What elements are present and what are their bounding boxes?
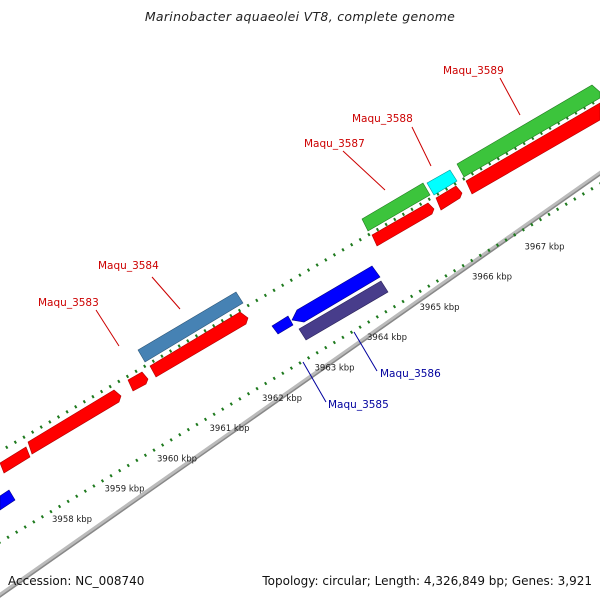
scale-label: 3964 kbp [367, 333, 407, 343]
gene-feature-cyan[interactable] [426, 169, 458, 196]
topology-footer: Topology: circular; Length: 4,326,849 bp… [262, 574, 592, 588]
gene-label[interactable]: Maqu_3588 [352, 113, 413, 125]
accession-label: Accession: [8, 574, 72, 588]
scale-label: 3961 kbp [210, 424, 250, 434]
scale-label: 3967 kbp [525, 242, 565, 252]
scale-label: 3960 kbp [157, 454, 197, 464]
gene-label[interactable]: Maqu_3585 [328, 399, 389, 411]
accession-value: NC_008740 [75, 574, 145, 588]
label-leaders [95, 77, 521, 403]
gene-feature-red[interactable] [149, 311, 249, 378]
gene-label[interactable]: Maqu_3584 [98, 260, 159, 272]
gene-feature-blue[interactable] [271, 315, 294, 335]
scale-label: 3959 kbp [105, 485, 145, 495]
gene-label[interactable]: Maqu_3589 [443, 65, 504, 77]
gene-feature-slate[interactable] [298, 280, 389, 341]
gene-feature-blue[interactable] [0, 489, 16, 511]
gene-feature-red[interactable] [371, 202, 435, 247]
inner-tick-ring [0, 182, 600, 544]
gene-feature-steel[interactable] [137, 291, 244, 363]
features [0, 84, 600, 511]
gene-label[interactable]: Maqu_3586 [380, 368, 441, 380]
gene-label[interactable]: Maqu_3587 [304, 138, 365, 150]
scale-label: 3965 kbp [420, 303, 460, 313]
outer-tick-ring [0, 97, 600, 453]
gene-feature-green[interactable] [361, 182, 431, 232]
accession-footer: Accession: NC_008740 [8, 574, 144, 588]
gene-feature-red[interactable] [465, 102, 600, 195]
gene-labels: Maqu_3583 Maqu_3584 Maqu_3585 Maqu_3586 … [38, 65, 504, 411]
scale-label: 3958 kbp [52, 515, 92, 525]
scale-label: 3966 kbp [472, 273, 512, 283]
gene-feature-green[interactable] [456, 84, 600, 178]
gene-feature-red[interactable] [0, 446, 31, 474]
scale-label: 3962 kbp [262, 394, 302, 404]
scale-label: 3963 kbp [315, 364, 355, 374]
gene-feature-red[interactable] [27, 389, 122, 455]
gene-feature-red[interactable] [127, 371, 149, 392]
gene-feature-red[interactable] [435, 185, 463, 211]
map-title: Marinobacter aquaeolei VT8, complete gen… [144, 9, 456, 24]
genome-backbone [0, 170, 600, 598]
gene-label[interactable]: Maqu_3583 [38, 297, 99, 309]
gene-feature-blue[interactable] [291, 265, 381, 323]
scale-labels: 3958 kbp 3959 kbp 3960 kbp 3961 kbp 3962 kbp… [52, 242, 565, 525]
